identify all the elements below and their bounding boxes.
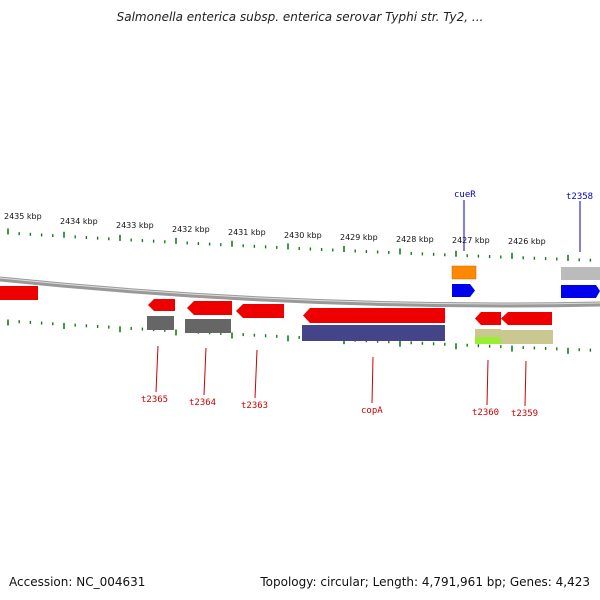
- scale-label: 2433 kbp: [116, 221, 154, 230]
- scale-label: 2428 kbp: [396, 235, 434, 244]
- gene-feature[interactable]: [561, 267, 600, 280]
- gene-label-t2360[interactable]: t2360: [472, 408, 499, 418]
- gene-feature[interactable]: [501, 330, 553, 344]
- gene-feature[interactable]: [475, 337, 501, 344]
- gene-feature[interactable]: [0, 286, 38, 300]
- gene-feature[interactable]: [451, 265, 477, 280]
- gene-feature[interactable]: [185, 319, 231, 333]
- scale-label: 2434 kbp: [60, 217, 98, 226]
- gene-feature[interactable]: [147, 316, 174, 330]
- accession-text: Accession: NC_004631: [9, 575, 146, 589]
- gene-label-t2364[interactable]: t2364: [189, 398, 216, 408]
- scale-label: 2431 kbp: [228, 228, 266, 237]
- leader-lines: [155, 200, 581, 407]
- scale-label: 2432 kbp: [172, 225, 210, 234]
- gene-feature[interactable]: [475, 312, 501, 325]
- genome-backbone: [0, 276, 600, 308]
- gene-feature[interactable]: [452, 284, 475, 297]
- forward-strand-features: [0, 265, 600, 300]
- genome-title: Salmonella enterica subsp. enterica sero…: [116, 10, 484, 24]
- gene-label-t2365[interactable]: t2365: [141, 395, 168, 405]
- gene-feature[interactable]: [148, 299, 175, 311]
- scale-label: 2435 kbp: [4, 212, 42, 221]
- gene-labels: cueR t2358 t2365 t2364 t2363 copA t2360 …: [141, 190, 593, 419]
- gene-feature[interactable]: [501, 312, 552, 325]
- scale-label: 2427 kbp: [452, 236, 490, 245]
- scale-label: 2430 kbp: [284, 231, 322, 240]
- gene-label-cueR[interactable]: cueR: [454, 190, 476, 200]
- gene-feature[interactable]: [303, 308, 445, 323]
- scale-label: 2429 kbp: [340, 233, 378, 242]
- gene-label-t2359[interactable]: t2359: [511, 409, 538, 419]
- scale-label: 2426 kbp: [508, 237, 546, 246]
- topology-text: Topology: circular; Length: 4,791,961 bp…: [260, 575, 590, 589]
- gene-label-t2363[interactable]: t2363: [241, 401, 268, 411]
- gene-feature[interactable]: [302, 325, 445, 341]
- gene-feature[interactable]: [561, 285, 600, 298]
- gene-label-copA[interactable]: copA: [361, 406, 383, 416]
- scale-labels: 2435 kbp 2434 kbp 2433 kbp 2432 kbp 2431…: [4, 212, 546, 246]
- gene-feature[interactable]: [187, 301, 232, 315]
- scale-ticks-top: [7, 228, 592, 262]
- gene-label-t2358[interactable]: t2358: [566, 192, 593, 202]
- gene-feature[interactable]: [236, 304, 284, 318]
- reverse-strand-features: [147, 299, 553, 344]
- gene-feature[interactable]: [475, 329, 501, 337]
